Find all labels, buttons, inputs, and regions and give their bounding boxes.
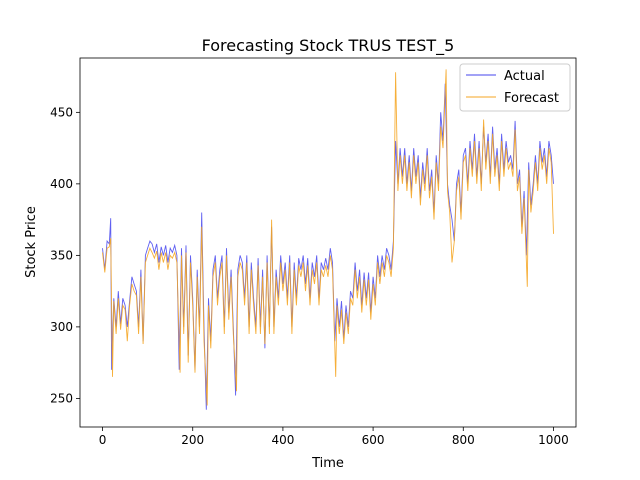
- y-tick-label: 300: [50, 320, 73, 334]
- legend-label-forecast: Forecast: [504, 91, 559, 106]
- plot-frame: [79, 57, 577, 428]
- y-tick-label: 350: [50, 248, 73, 262]
- x-tick-label: 1000: [538, 433, 569, 447]
- plot-area: [79, 57, 577, 428]
- legend: Actual Forecast: [459, 63, 571, 112]
- y-tick-label: 250: [50, 391, 73, 405]
- y-axis-ticks: 250 300 350 400 450: [50, 105, 80, 405]
- x-tick-label: 200: [181, 433, 204, 447]
- x-tick-label: 0: [99, 433, 107, 447]
- chart-title: Forecasting Stock TRUS TEST_5: [202, 36, 455, 56]
- plot-background: [80, 58, 576, 427]
- series-layer: [102, 69, 554, 410]
- x-tick-label: 600: [362, 433, 385, 447]
- x-tick-label: 400: [271, 433, 294, 447]
- y-tick-label: 400: [50, 177, 73, 191]
- legend-box: [459, 63, 571, 112]
- x-axis-label: Time: [311, 456, 344, 471]
- legend-label-actual: Actual: [504, 69, 545, 84]
- y-tick-label: 450: [50, 105, 73, 119]
- x-axis-ticks: 0 200 400 600 800 1000: [99, 427, 569, 447]
- series-line-forecast: [102, 69, 554, 406]
- x-tick-label: 800: [452, 433, 475, 447]
- y-axis-label: Stock Price: [24, 206, 39, 278]
- series-line-actual: [102, 83, 554, 410]
